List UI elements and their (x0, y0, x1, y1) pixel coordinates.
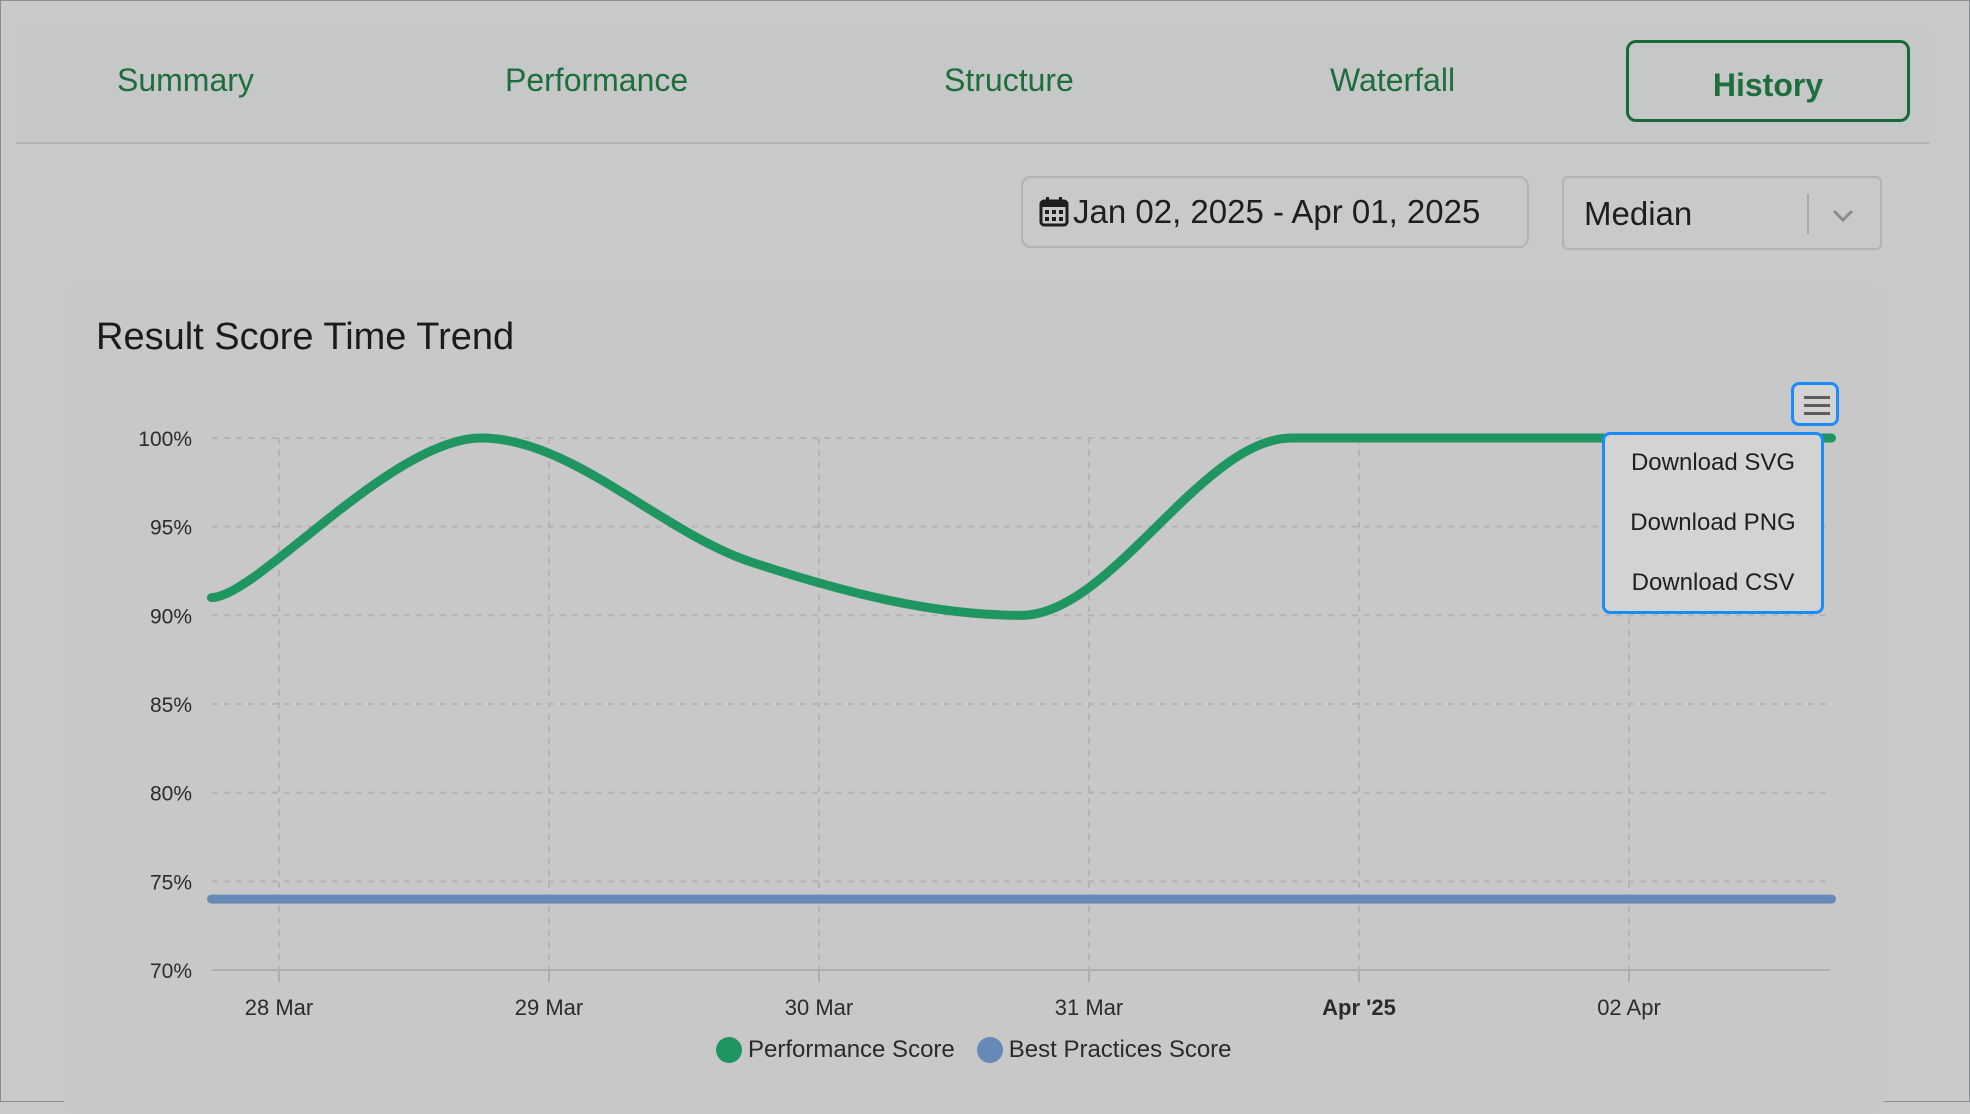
aggregation-select[interactable]: Median (1562, 176, 1882, 250)
x-tick-label: 30 Mar (785, 995, 853, 1020)
tab-waterfall[interactable]: Waterfall (1330, 62, 1456, 98)
performance-score-line (207, 433, 1836, 620)
x-tick-label: 28 Mar (245, 995, 313, 1020)
legend-marker-best-practices (976, 1037, 1003, 1063)
download-svg-option[interactable]: Download SVG (1630, 449, 1796, 476)
x-tick-label: 31 Mar (1055, 995, 1123, 1020)
y-tick-label: 70% (150, 960, 192, 983)
y-tick-label: 80% (150, 783, 192, 806)
tab-structure[interactable]: Structure (944, 62, 1074, 98)
chart-legend: Performance Score Best Practices Score (716, 1036, 1254, 1064)
y-tick-label: 90% (150, 605, 192, 628)
y-tick-label: 100% (138, 428, 192, 451)
chart-card (64, 284, 1884, 1114)
download-png-option[interactable]: Download PNG (1630, 509, 1796, 536)
legend-label-performance: Performance Score (748, 1036, 955, 1063)
chart-menu-button[interactable] (1791, 382, 1839, 426)
tab-history[interactable]: History (1626, 40, 1910, 122)
calendar-icon (1039, 197, 1069, 227)
legend-label-best-practices: Best Practices Score (1008, 1036, 1232, 1063)
y-tick-label: 75% (150, 871, 192, 894)
y-tick-label: 85% (150, 694, 192, 717)
legend-marker-performance (716, 1037, 742, 1063)
select-separator (1807, 194, 1809, 234)
legend-item-performance[interactable]: Performance Score (716, 1036, 955, 1064)
legend-item-best-practices[interactable]: Best Practices Score (976, 1036, 1232, 1064)
tab-bar: Summary Performance Structure Waterfall … (16, 24, 1930, 144)
y-tick-label: 95% (150, 517, 192, 540)
tab-summary[interactable]: Summary (117, 62, 254, 98)
x-tick-label: 02 Apr (1597, 995, 1661, 1020)
date-range-text: Jan 02, 2025 - Apr 01, 2025 (1073, 193, 1481, 230)
x-tick-label: 29 Mar (515, 995, 583, 1020)
chart-export-menu: Download SVG Download PNG Download CSV (1602, 432, 1824, 614)
download-csv-option[interactable]: Download CSV (1631, 569, 1795, 596)
date-range-picker[interactable]: Jan 02, 2025 - Apr 01, 2025 (1021, 176, 1529, 248)
tab-performance[interactable]: Performance (505, 62, 689, 98)
x-tick-label: Apr '25 (1322, 995, 1396, 1020)
chart-title: Result Score Time Trend (96, 316, 515, 358)
chevron-down-icon (1832, 209, 1854, 223)
aggregation-value: Median (1584, 195, 1693, 232)
